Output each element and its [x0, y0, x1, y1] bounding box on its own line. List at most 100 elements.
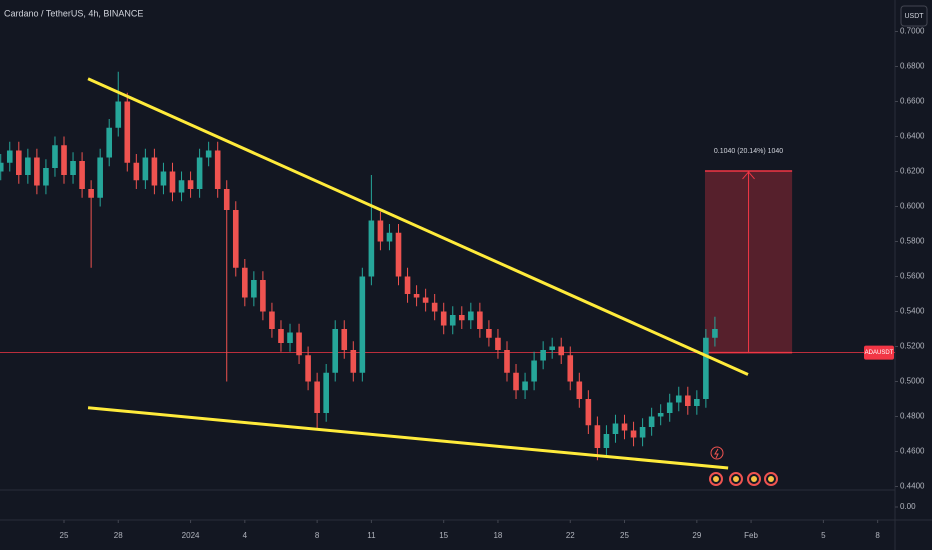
x-tick-label: 29 [692, 531, 701, 540]
flash-icon[interactable] [710, 446, 724, 460]
candle-body [413, 294, 420, 298]
y-tick-label: 0.6400 [900, 132, 925, 141]
candle-body [332, 329, 339, 373]
candle-body [486, 329, 492, 338]
candle-body [133, 162, 140, 181]
candle-body [612, 423, 619, 434]
candle-body [621, 423, 628, 431]
candle-body [531, 360, 537, 382]
pane-y-tick-label: 0.00 [900, 502, 916, 511]
plot: 0.1040 (20.14%) 1040 [0, 71, 895, 470]
y-tick-label: 0.6000 [900, 202, 925, 211]
candle-body [648, 416, 655, 427]
candle-body [359, 276, 366, 373]
candle-body [232, 210, 239, 268]
candle-body [287, 332, 293, 343]
price-label-box [864, 345, 894, 360]
candle-body [468, 311, 474, 321]
candle-body [504, 350, 510, 373]
x-tick-label: 22 [566, 531, 575, 540]
candle-body [178, 180, 185, 193]
candle-body [169, 171, 176, 193]
y-tick-label: 0.5800 [900, 237, 925, 246]
event-icons [709, 446, 778, 486]
y-tick-label: 0.5600 [900, 272, 925, 281]
candle-body [6, 150, 13, 163]
candle-body [52, 145, 58, 168]
y-tick-label: 0.6800 [900, 62, 925, 71]
candle-body [576, 381, 583, 399]
x-tick-label: 11 [367, 531, 376, 540]
candle-body [567, 355, 574, 382]
candle-body [639, 427, 646, 438]
candle-body [368, 220, 375, 277]
currency-button[interactable] [900, 5, 928, 27]
candle-body [684, 395, 691, 406]
candle-body [657, 413, 664, 417]
y-tick-label: 0.5400 [900, 307, 925, 316]
candle-body [43, 168, 49, 186]
candle-body [115, 101, 122, 128]
x-tick-label: 8 [875, 531, 880, 540]
candle-body [97, 157, 103, 198]
candle-body [61, 145, 67, 175]
candle-body [675, 395, 682, 403]
candle-body [223, 189, 230, 210]
flash-glyph [714, 448, 719, 459]
candle-body [422, 297, 429, 303]
trendline [87, 406, 729, 470]
x-tick-label: 18 [493, 531, 502, 540]
event-dot [733, 476, 739, 482]
event-dot [768, 476, 774, 482]
candle-body [449, 315, 456, 326]
candle-body [278, 329, 284, 343]
y-tick-label: 0.6200 [900, 167, 925, 176]
y-tick-label: 0.5200 [900, 342, 925, 351]
candle-body [151, 157, 158, 186]
candle-body [549, 346, 555, 350]
x-tick-label: 28 [114, 531, 123, 540]
candle-body [377, 220, 384, 242]
candle-body [395, 232, 402, 277]
y-tick-label: 0.4400 [900, 482, 925, 491]
x-tick-label: 4 [243, 531, 248, 540]
candle-body [16, 150, 22, 175]
candle-body [666, 402, 673, 413]
candle-body [404, 276, 411, 294]
y-tick-label: 0.7000 [900, 27, 925, 36]
candle-body [187, 180, 194, 189]
y-tick-label: 0.6600 [900, 97, 925, 106]
candle-body [106, 127, 113, 158]
candle-body [540, 350, 546, 361]
candle-body [70, 161, 76, 175]
x-tick-label: 2024 [182, 531, 200, 540]
candle-body [513, 372, 519, 391]
candle-body [251, 280, 257, 298]
candle-body [603, 434, 610, 448]
candle-body [88, 189, 94, 198]
candle-body [305, 355, 311, 382]
candle-body [495, 337, 501, 350]
candle-body [585, 399, 592, 426]
candle-body [712, 329, 718, 338]
candle-body [25, 157, 31, 175]
x-tick-label: Feb [744, 531, 758, 540]
chart-title: Cardano / TetherUS, 4h, BINANCE [4, 8, 143, 18]
candle-body [522, 381, 528, 391]
candle-body [477, 311, 483, 329]
candle-body [34, 157, 40, 186]
candle-body [703, 337, 709, 399]
candle-body [440, 311, 447, 326]
currency-label[interactable]: USDT [904, 13, 924, 20]
candle-body [269, 311, 275, 329]
candle-body [431, 302, 438, 312]
candle-body [350, 350, 357, 373]
candle-body [558, 346, 565, 356]
candle-body [196, 157, 203, 189]
y-tick-label: 0.4800 [900, 412, 925, 421]
measure-label: 0.1040 (20.14%) 1040 [714, 148, 783, 155]
candle-body [694, 399, 700, 406]
